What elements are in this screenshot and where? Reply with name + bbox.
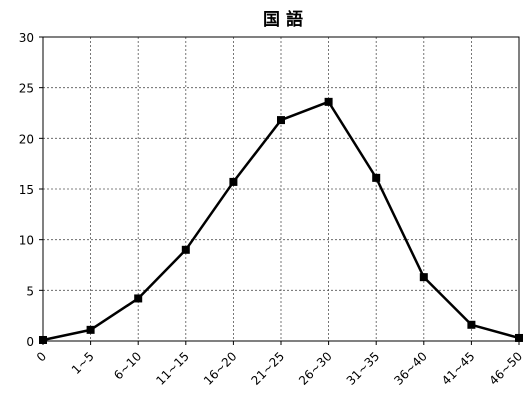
chart-title: 国 語 — [263, 9, 303, 30]
x-tick-label: 41~45 — [439, 349, 478, 388]
y-tick-label: 5 — [26, 284, 34, 298]
x-tick-label: 31~35 — [344, 349, 383, 388]
x-tick-label: 21~25 — [249, 349, 288, 388]
x-tick-label: 1~5 — [69, 349, 97, 377]
y-tick-label: 30 — [19, 31, 34, 45]
x-tick-label: 6~10 — [111, 349, 144, 382]
data-point-marker — [419, 273, 428, 282]
data-point-marker — [467, 320, 476, 329]
data-point-marker — [134, 294, 143, 303]
x-tick-label: 11~15 — [153, 349, 192, 388]
data-point-marker — [515, 333, 523, 342]
y-tick-label: 15 — [19, 183, 34, 197]
x-tick-label: 16~20 — [201, 349, 240, 388]
data-point-marker — [39, 335, 47, 344]
series-line — [39, 97, 523, 344]
x-tick-label: 46~50 — [487, 349, 524, 388]
data-point-marker — [86, 325, 95, 334]
y-tick-label: 10 — [19, 234, 34, 248]
data-point-marker — [324, 97, 333, 106]
data-point-marker — [277, 116, 285, 125]
y-axis-ticks: 0 5 10 15 20 25 30 — [19, 31, 43, 349]
x-axis-ticks: 0 1~5 6~10 11~15 16~20 21~25 26~30 31~35 36~40 41… — [34, 341, 524, 388]
data-point-marker — [372, 173, 381, 182]
x-tick-label: 0 — [34, 349, 49, 364]
x-tick-label: 26~30 — [296, 349, 335, 388]
x-tick-label: 36~40 — [391, 349, 430, 388]
y-tick-label: 20 — [19, 132, 34, 146]
data-point-marker — [181, 245, 190, 254]
grid-lines — [43, 37, 519, 341]
y-tick-label: 0 — [26, 335, 34, 349]
data-point-marker — [229, 177, 238, 186]
y-tick-label: 25 — [19, 82, 34, 96]
